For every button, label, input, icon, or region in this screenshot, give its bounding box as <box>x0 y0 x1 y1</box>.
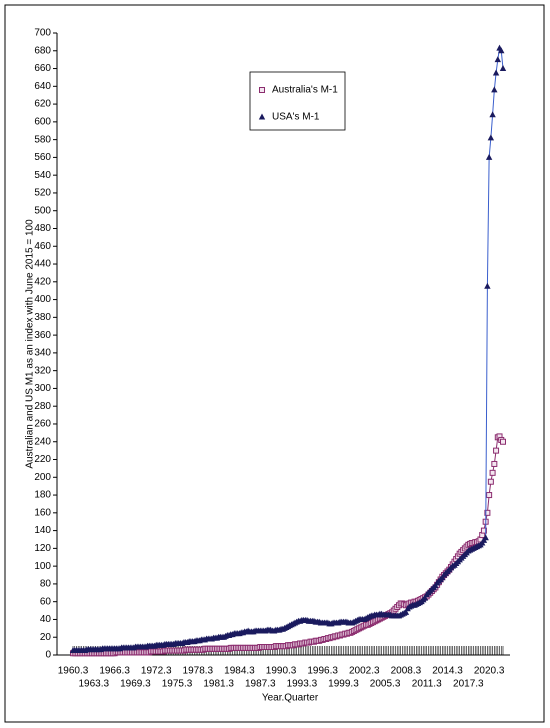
y-tick-label: 140 <box>34 525 51 536</box>
x-tick-label: 1996.3 <box>307 666 338 677</box>
data-point <box>492 69 500 76</box>
y-tick-label: 20 <box>40 632 52 643</box>
data-point <box>484 282 491 289</box>
y-tick-label: 640 <box>34 81 51 92</box>
y-tick-label: 380 <box>34 312 51 323</box>
data-point <box>485 153 493 160</box>
y-tick-label: 300 <box>34 383 51 394</box>
y-tick-label: 120 <box>34 543 51 554</box>
data-point <box>494 56 501 63</box>
data-point <box>487 478 494 485</box>
y-tick-label: 540 <box>34 170 51 181</box>
x-axis-label: Year.Quarter <box>262 693 319 704</box>
y-tick-label: 600 <box>34 116 51 127</box>
data-point <box>498 47 505 54</box>
data-point <box>487 134 495 141</box>
data-point <box>499 65 507 72</box>
data-point <box>493 447 500 454</box>
data-point <box>486 492 493 499</box>
data-point <box>489 111 496 118</box>
legend-label: Australia's M-1 <box>272 85 338 96</box>
y-tick-label: 620 <box>34 99 51 110</box>
x-tick-label: 2017.3 <box>453 679 484 690</box>
y-tick-label: 280 <box>34 401 51 412</box>
x-tick-label: 1963.3 <box>79 679 110 690</box>
x-tick-label: 2002.3 <box>349 666 380 677</box>
x-tick-label: 1960.3 <box>58 666 89 677</box>
legend-box <box>249 71 346 131</box>
y-tick-label: 160 <box>34 507 51 518</box>
y-tick-label: 320 <box>34 365 51 376</box>
legend-marker <box>258 113 266 120</box>
y-tick-label: 660 <box>34 63 51 74</box>
y-tick-label: 40 <box>40 614 52 625</box>
x-tick-label: 1978.3 <box>183 666 214 677</box>
x-tick-label: 2005.3 <box>370 679 401 690</box>
data-point <box>491 86 498 93</box>
y-tick-label: 0 <box>45 650 51 661</box>
y-tick-label: 220 <box>34 454 51 465</box>
y-tick-label: 420 <box>34 276 51 287</box>
y-tick-label: 680 <box>34 45 51 56</box>
x-tick-label: 2014.3 <box>432 666 463 677</box>
x-tick-label: 1981.3 <box>203 679 234 690</box>
x-tick-label: 2008.3 <box>391 666 422 677</box>
y-tick-label: 260 <box>34 419 51 430</box>
data-point <box>421 594 429 601</box>
y-tick-label: 180 <box>34 490 51 501</box>
legend-label: USA's M-1 <box>272 112 320 123</box>
y-tick-label: 240 <box>34 436 51 447</box>
y-tick-label: 100 <box>34 561 51 572</box>
data-point <box>480 527 487 534</box>
y-tick-label: 580 <box>34 134 51 145</box>
data-point <box>484 509 491 516</box>
data-point <box>489 469 496 476</box>
x-tick-label: 1999.3 <box>328 679 359 690</box>
x-tick-label: 2011.3 <box>412 679 442 690</box>
data-point <box>491 460 498 467</box>
legend-marker <box>259 87 265 93</box>
x-tick-label: 1975.3 <box>162 679 193 690</box>
y-tick-label: 60 <box>40 596 52 607</box>
y-tick-label: 560 <box>34 152 51 163</box>
data-point <box>402 608 410 615</box>
y-tick-label: 440 <box>34 259 51 270</box>
x-tick-label: 1966.3 <box>99 666 130 677</box>
x-tick-label: 2020.3 <box>474 666 505 677</box>
y-tick-label: 460 <box>34 241 51 252</box>
y-tick-label: 520 <box>34 188 51 199</box>
y-tick-label: 700 <box>34 28 51 39</box>
y-tick-label: 80 <box>40 579 52 590</box>
x-tick-label: 1972.3 <box>141 666 172 677</box>
y-tick-label: 200 <box>34 472 51 483</box>
x-tick-label: 1984.3 <box>224 666 255 677</box>
y-tick-label: 340 <box>34 348 51 359</box>
data-point <box>500 438 506 445</box>
y-tick-label: 500 <box>34 205 51 216</box>
x-tick-label: 1993.3 <box>287 679 318 690</box>
x-tick-label: 1987.3 <box>245 679 276 690</box>
x-tick-label: 1969.3 <box>120 679 151 690</box>
data-point <box>482 534 489 541</box>
y-tick-label: 400 <box>34 294 51 305</box>
x-tick-label: 1990.3 <box>266 666 297 677</box>
y-tick-label: 360 <box>34 330 51 341</box>
y-tick-label: 480 <box>34 223 51 234</box>
y-axis-label: Australian and US M1 as an index with Ju… <box>25 219 36 469</box>
